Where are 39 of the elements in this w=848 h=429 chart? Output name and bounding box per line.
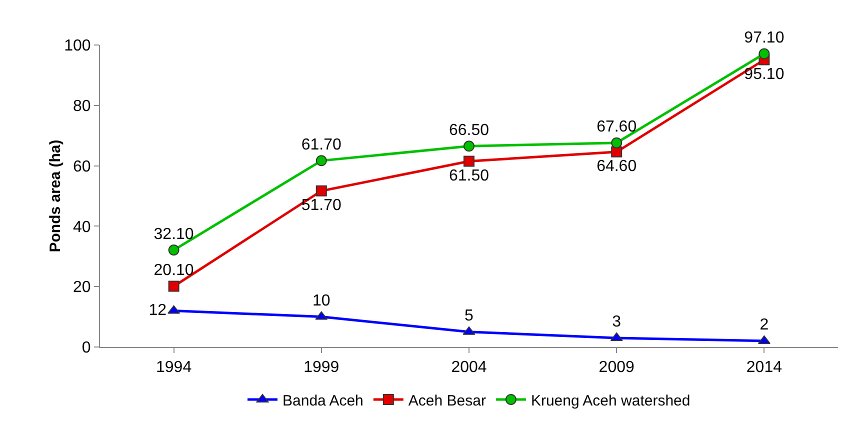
y-tick-label: 20 [73,279,91,296]
data-label: 51.70 [301,197,342,214]
data-label: 10 [312,292,330,310]
data-label: 97.10 [744,30,784,47]
point [758,48,770,60]
y-axis-title: Ponds area (ha) [47,140,64,252]
legend-label: Krueng Aceh watershed [530,392,690,410]
point [168,280,180,292]
legend-label: Aceh Besar [408,392,486,410]
data-label: 95.10 [744,66,784,84]
data-label: 2 [760,316,769,334]
point [464,156,474,167]
x-tick-label: 2014 [746,359,782,376]
y-tick-label: 100 [64,38,91,55]
data-label: 32.10 [154,226,194,243]
data-label: 64.60 [596,158,637,176]
x-tick-label: 1994 [156,359,192,376]
point [168,244,180,256]
y-tick-label: 60 [73,158,91,176]
point [611,137,622,148]
x-tick-label: 2009 [598,359,634,376]
data-label: 61.50 [448,168,490,185]
data-label: 66.50 [448,122,490,139]
data-label: 3 [612,314,622,331]
point [316,185,327,196]
point [316,155,327,166]
y-tick-label: 80 [73,98,91,115]
x-tick-label: 1999 [304,359,340,376]
y-tick-label: 0 [82,340,91,357]
y-tick-label: 40 [73,218,91,236]
data-label: 20.10 [154,262,194,280]
data-label: 5 [464,308,474,325]
data-label: 12 [148,302,167,319]
x-tick-label: 2004 [451,359,487,376]
legend-label: Banda Aceh [282,392,364,410]
data-label: 67.60 [596,118,637,136]
point [464,140,474,152]
data-label: 61.70 [301,136,342,154]
point [611,146,622,158]
